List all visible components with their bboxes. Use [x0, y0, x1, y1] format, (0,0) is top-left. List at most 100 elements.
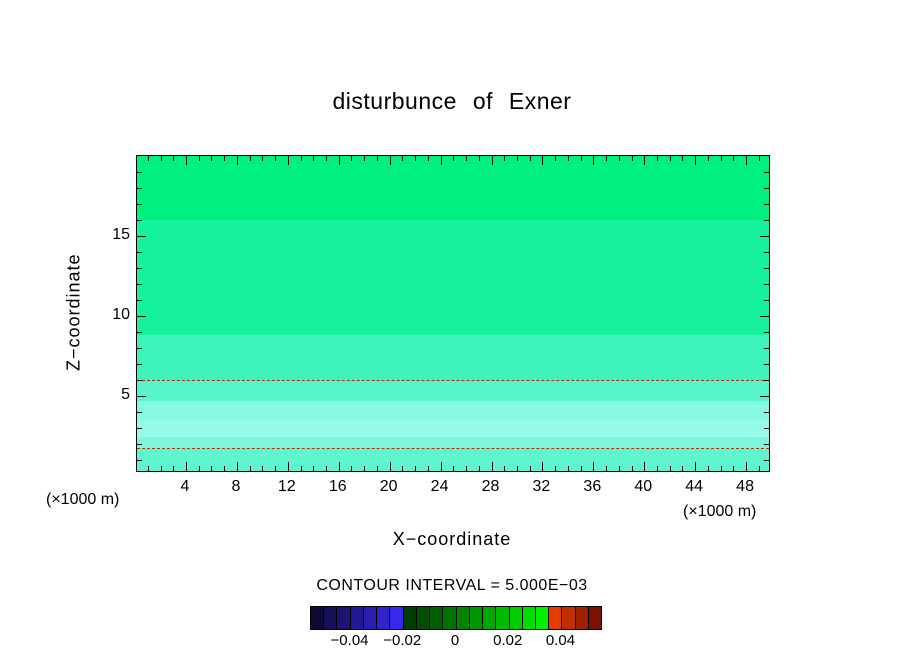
colorbar-tick-label: −0.02	[383, 632, 422, 649]
x-axis-tick	[262, 156, 264, 161]
z-axis-title: Z−coordinate	[63, 253, 84, 372]
x-axis-tick	[466, 466, 468, 471]
x-tick-label: 8	[231, 478, 241, 495]
z-axis-tick	[764, 443, 769, 445]
fill-band	[137, 335, 769, 380]
colorbar-cell	[456, 607, 470, 629]
z-axis-tick	[137, 427, 142, 429]
x-tick-label: 28	[481, 478, 500, 495]
colorbar-cell	[350, 607, 364, 629]
x-axis-tick	[466, 156, 468, 161]
x-axis-tick	[453, 466, 455, 471]
colorbar-cell	[562, 607, 576, 629]
colorbar-cell	[535, 607, 550, 629]
chart-title: disturbunce of Exner	[332, 88, 572, 114]
colorbar-cell	[416, 607, 431, 629]
colorbar-cell	[496, 607, 510, 629]
x-tick-label: 4	[180, 478, 190, 495]
colorbar-cell	[549, 607, 563, 629]
x-axis-tick	[186, 156, 187, 165]
x-axis-tick	[249, 466, 251, 471]
x-axis-tick	[618, 156, 620, 161]
z-axis-unit-label: (×1000 m)	[46, 491, 120, 508]
z-axis-tick	[137, 251, 142, 253]
z-axis-tick	[137, 379, 142, 381]
x-axis-tick	[618, 466, 620, 471]
x-axis-tick	[173, 466, 175, 471]
z-axis-tick	[764, 283, 769, 285]
z-axis-tick	[764, 411, 769, 413]
fill-band	[137, 379, 769, 401]
x-tick-label: 24	[430, 478, 449, 495]
x-axis-tick	[173, 156, 175, 161]
z-axis-tick	[137, 235, 146, 237]
colorbar-tick-label: 0.02	[493, 632, 523, 649]
x-axis-tick	[606, 466, 608, 471]
z-axis-tick	[137, 283, 142, 285]
colorbar-cell	[483, 607, 497, 629]
colorbar-cell	[324, 607, 338, 629]
x-axis-tick	[695, 156, 697, 165]
z-tick-label: 15	[112, 225, 130, 243]
x-axis-tick	[478, 156, 480, 161]
z-axis-tick	[764, 219, 769, 221]
z-axis-tick	[764, 171, 769, 173]
x-axis-tick	[313, 466, 315, 471]
x-axis-tick	[720, 466, 722, 471]
x-axis-tick	[147, 466, 149, 471]
fill-band	[137, 400, 769, 420]
z-axis-tick	[137, 171, 142, 173]
x-tick-label: 32	[532, 478, 551, 495]
z-axis-tick	[137, 315, 146, 317]
z-axis-tick	[137, 459, 142, 461]
z-axis-tick	[764, 427, 769, 429]
x-axis-tick	[733, 156, 735, 161]
x-axis-tick	[529, 156, 531, 161]
x-axis-tick	[707, 466, 709, 471]
plot-area	[136, 155, 770, 472]
x-axis-tick	[593, 156, 595, 165]
x-axis-tick	[338, 462, 340, 471]
x-axis-tick	[415, 466, 417, 471]
x-axis-tick	[300, 156, 302, 161]
colorbar-cell	[311, 607, 325, 629]
colorbar-tick-label: −0.04	[330, 632, 369, 649]
x-axis-tick	[440, 156, 442, 165]
x-axis-tick	[224, 156, 226, 161]
z-axis-tick	[137, 347, 142, 349]
x-axis-tick	[733, 466, 735, 471]
fill-band	[137, 437, 769, 449]
x-axis-tick	[746, 462, 748, 471]
x-axis-tick	[529, 466, 531, 471]
x-axis-tick	[415, 156, 417, 161]
z-axis-tick	[764, 459, 769, 461]
z-axis-tick	[760, 395, 769, 397]
z-axis-tick	[137, 443, 142, 445]
x-axis-tick	[504, 466, 506, 471]
x-axis-tick	[300, 466, 302, 471]
colorbar-cell	[363, 607, 378, 629]
colorbar-cell	[430, 607, 444, 629]
x-axis-tick	[555, 156, 557, 161]
x-axis-tick	[376, 156, 378, 161]
x-axis-tick	[147, 156, 149, 161]
x-axis-tick	[593, 462, 595, 471]
x-axis-tick	[236, 462, 238, 471]
x-axis-tick	[567, 466, 569, 471]
z-axis-tick	[764, 203, 769, 205]
z-axis-tick	[137, 363, 142, 365]
z-axis-tick	[764, 187, 769, 189]
x-axis-tick	[351, 156, 353, 161]
colorbar-cell	[469, 607, 484, 629]
x-axis-tick	[669, 466, 671, 471]
x-axis-tick	[656, 156, 658, 161]
x-axis-tick	[275, 156, 277, 161]
x-axis-tick	[746, 156, 748, 165]
x-axis-tick	[389, 462, 391, 471]
x-tick-label: 44	[685, 478, 704, 495]
x-axis-tick	[249, 156, 251, 161]
colorbar-tick-label: 0	[450, 632, 460, 649]
dashed-contour-line	[137, 379, 769, 381]
x-tick-label: 40	[634, 478, 653, 495]
